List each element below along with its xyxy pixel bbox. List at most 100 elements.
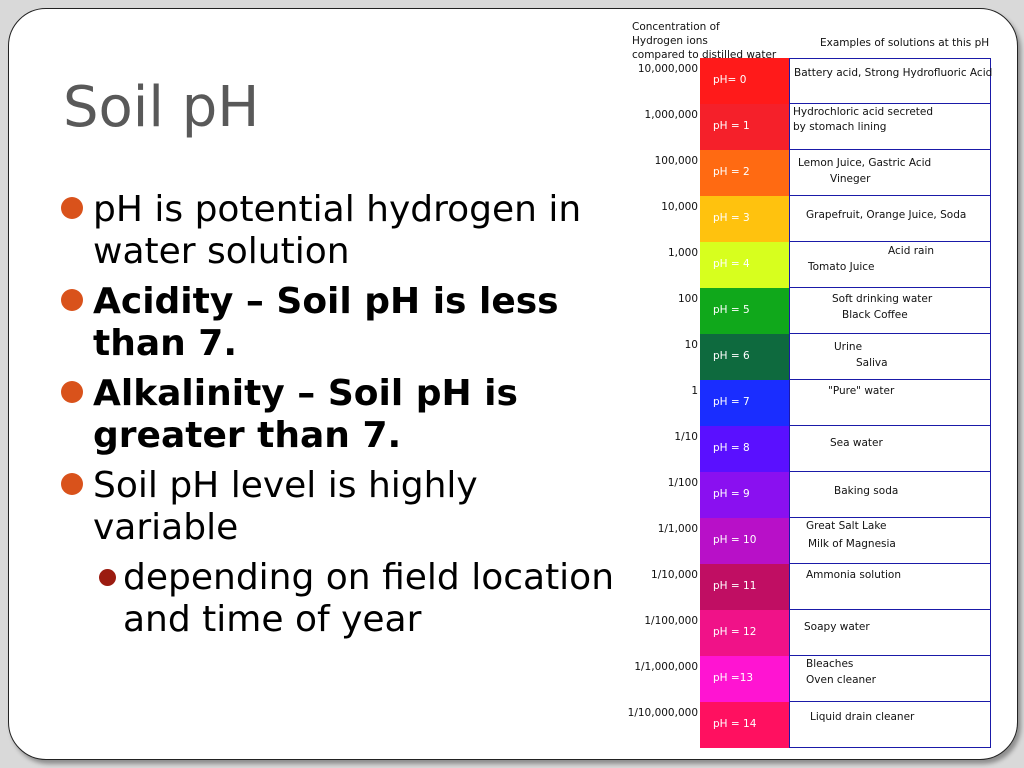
concentration-value: 10,000 bbox=[661, 201, 698, 213]
concentration-value: 1,000,000 bbox=[644, 109, 698, 121]
example-text: Bleaches bbox=[806, 658, 854, 670]
ph-row: 1/1,000 pH = 10 Great Salt Lake Milk of Mag… bbox=[620, 518, 1000, 564]
ph-color-cell: pH = 3 bbox=[700, 196, 789, 242]
examples-cell: Hydrochloric acid secreted by stomach lin… bbox=[789, 104, 991, 150]
concentration-header: Concentration of Hydrogen ions compared … bbox=[632, 20, 776, 62]
example-text: Lemon Juice, Gastric Acid bbox=[798, 157, 932, 169]
example-text: Oven cleaner bbox=[806, 674, 876, 686]
example-text: Soft drinking water bbox=[832, 293, 933, 305]
ph-color-cell: pH= 0 bbox=[700, 58, 789, 104]
ph-label: pH = 7 bbox=[713, 396, 750, 408]
ph-label: pH = 14 bbox=[713, 718, 757, 730]
examples-cell: Urine Saliva bbox=[789, 334, 991, 380]
ph-color-cell: pH = 11 bbox=[700, 564, 789, 610]
bullet-item: pH is potential hydrogen in water soluti… bbox=[61, 189, 621, 273]
concentration-value: 1/10 bbox=[674, 431, 698, 443]
ph-row: 10,000 pH = 3 Grapefruit, Orange Juice, So… bbox=[620, 196, 1000, 242]
bullet-item: Soil pH level is highly variable bbox=[61, 465, 621, 549]
examples-cell: Bleaches Oven cleaner bbox=[789, 656, 991, 702]
example-text: Grapefruit, Orange Juice, Soda bbox=[806, 209, 967, 221]
ph-row: 1/100,000 pH = 12 Soapy water bbox=[620, 610, 1000, 656]
concentration-value: 1/100 bbox=[667, 477, 698, 489]
example-text: Battery acid, Strong Hydrofluoric Acid bbox=[794, 67, 993, 79]
ph-row: 100 pH = 5 Soft drinking water Black Coffee bbox=[620, 288, 1000, 334]
concentration-value: 1 bbox=[691, 385, 698, 397]
examples-cell: Great Salt Lake Milk of Magnesia bbox=[789, 518, 991, 564]
example-text: Saliva bbox=[856, 357, 888, 369]
ph-color-cell: pH = 9 bbox=[700, 472, 789, 518]
ph-color-cell: pH = 12 bbox=[700, 610, 789, 656]
ph-color-cell: pH = 2 bbox=[700, 150, 789, 196]
concentration-value: 10,000,000 bbox=[637, 63, 698, 75]
ph-label: pH= 0 bbox=[713, 74, 747, 86]
example-text: Ammonia solution bbox=[806, 569, 901, 581]
example-text: Acid rain bbox=[888, 245, 935, 257]
ph-row: 1,000 pH = 4 Acid rain Tomato Juice bbox=[620, 242, 1000, 288]
examples-cell: Acid rain Tomato Juice bbox=[789, 242, 991, 288]
sub-bullet-dot-icon bbox=[99, 569, 116, 586]
sub-bullet-item: depending on field location and time of … bbox=[99, 557, 621, 641]
examples-cell: Soapy water bbox=[789, 610, 991, 656]
ph-row: 1/1,000,000 pH =13 Bleaches Oven cleaner bbox=[620, 656, 1000, 702]
bullet-text: Acidity – Soil pH is less than 7. bbox=[93, 281, 559, 364]
ph-label: pH =13 bbox=[713, 672, 754, 684]
example-text: by stomach lining bbox=[793, 121, 887, 133]
examples-cell: Soft drinking water Black Coffee bbox=[789, 288, 991, 334]
ph-color-cell: pH = 7 bbox=[700, 380, 789, 426]
ph-row: 10,000,000 pH= 0 Battery acid, Strong Hydr… bbox=[620, 58, 1000, 104]
example-text: Baking soda bbox=[834, 485, 899, 497]
examples-header: Examples of solutions at this pH bbox=[820, 37, 990, 49]
concentration-header-line: Concentration of bbox=[632, 21, 720, 33]
concentration-value: 100 bbox=[677, 293, 698, 305]
concentration-value: 1,000 bbox=[667, 247, 698, 259]
ph-color-cell: pH =13 bbox=[700, 656, 789, 702]
examples-cell: Lemon Juice, Gastric Acid Vineger bbox=[789, 150, 991, 196]
ph-color-cell: pH = 4 bbox=[700, 242, 789, 288]
ph-color-cell: pH = 6 bbox=[700, 334, 789, 380]
example-text: Soapy water bbox=[804, 621, 870, 633]
ph-color-cell: pH = 8 bbox=[700, 426, 789, 472]
ph-label: pH = 5 bbox=[713, 304, 750, 316]
slide-title: Soil pH bbox=[63, 75, 260, 140]
examples-cell: Grapefruit, Orange Juice, Soda bbox=[789, 196, 991, 242]
examples-cell: "Pure" water bbox=[789, 380, 991, 426]
bullet-text: pH is potential hydrogen in water soluti… bbox=[93, 189, 582, 272]
bullet-list: pH is potential hydrogen in water soluti… bbox=[61, 189, 621, 649]
ph-scale-chart: Concentration of Hydrogen ions compared … bbox=[620, 8, 1000, 748]
example-text: Vineger bbox=[830, 173, 871, 185]
ph-row: 1,000,000 pH = 1 Hydrochloric acid secrete… bbox=[620, 104, 1000, 150]
ph-label: pH = 8 bbox=[713, 442, 750, 454]
ph-label: pH = 2 bbox=[713, 166, 750, 178]
ph-color-cell: pH = 10 bbox=[700, 518, 789, 564]
example-text: Black Coffee bbox=[842, 309, 908, 321]
ph-label: pH = 1 bbox=[713, 120, 750, 132]
bullet-dot-icon bbox=[61, 197, 83, 219]
examples-cell: Sea water bbox=[789, 426, 991, 472]
ph-row: 1/100 pH = 9 Baking soda bbox=[620, 472, 1000, 518]
ph-row: 1/10,000,000 pH = 14 Liquid drain cleaner bbox=[620, 702, 1000, 748]
ph-label: pH = 11 bbox=[713, 580, 757, 592]
example-text: Liquid drain cleaner bbox=[810, 711, 915, 723]
ph-label: pH = 3 bbox=[713, 212, 750, 224]
bullet-text: Soil pH level is highly variable bbox=[93, 465, 478, 548]
slide: Soil pH pH is potential hydrogen in wate… bbox=[8, 8, 1018, 760]
bullet-dot-icon bbox=[61, 381, 83, 403]
example-text: Hydrochloric acid secreted bbox=[793, 106, 934, 118]
ph-label: pH = 10 bbox=[713, 534, 757, 546]
concentration-value: 1/10,000 bbox=[651, 569, 698, 581]
bullet-text: Alkalinity – Soil pH is greater than 7. bbox=[93, 373, 518, 456]
ph-row: 1 pH = 7 "Pure" water bbox=[620, 380, 1000, 426]
concentration-value: 1/10,000,000 bbox=[627, 707, 698, 719]
examples-cell: Ammonia solution bbox=[789, 564, 991, 610]
bullet-item: Alkalinity – Soil pH is greater than 7. bbox=[61, 373, 621, 457]
bullet-dot-icon bbox=[61, 473, 83, 495]
ph-label: pH = 4 bbox=[713, 258, 750, 270]
bullet-text: depending on field location and time of … bbox=[123, 557, 615, 640]
example-text: Sea water bbox=[830, 437, 883, 449]
ph-row: 1/10,000 pH = 11 Ammonia solution bbox=[620, 564, 1000, 610]
concentration-value: 10 bbox=[684, 339, 698, 351]
concentration-value: 1/100,000 bbox=[644, 615, 698, 627]
concentration-value: 1/1,000,000 bbox=[634, 661, 698, 673]
concentration-header-line: Hydrogen ions bbox=[632, 35, 708, 47]
concentration-value: 1/1,000 bbox=[657, 523, 698, 535]
